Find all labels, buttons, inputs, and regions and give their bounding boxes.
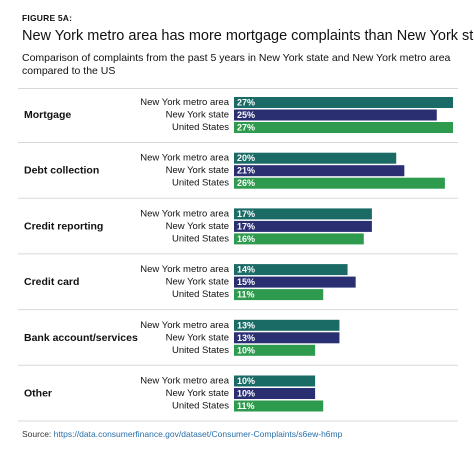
data-label: 21% [237, 166, 255, 176]
bar-other-new-york-state [234, 388, 316, 399]
bar-mortgage-new-york-metro-area [234, 97, 453, 108]
source-note: Source: https://data.consumerfinance.gov… [22, 429, 342, 439]
data-label: 10% [237, 345, 255, 355]
category-label-bank-account-services: Bank account/services [24, 332, 138, 344]
bar-credit-card-new-york-metro-area [234, 264, 348, 276]
data-label: 27% [237, 123, 255, 133]
data-label: 20% [237, 153, 255, 163]
bar-credit-reporting-new-york-state [234, 220, 372, 232]
chart-subtitle: Comparison of complaints from the past 5… [22, 52, 451, 77]
figure-label: FIGURE 5A: [22, 13, 73, 23]
data-label: 17% [237, 209, 255, 219]
bar-credit-card-united-states [234, 289, 324, 301]
series-label-new-york-state: New York state [166, 221, 229, 232]
series-label-new-york-metro-area: New York metro area [140, 97, 229, 108]
series-label-new-york-metro-area: New York metro area [140, 376, 229, 387]
bar-mortgage-united-states [234, 122, 453, 133]
category-label-debt-collection: Debt collection [24, 165, 99, 177]
bar-mortgage-new-york-state [234, 109, 437, 121]
data-label: 15% [237, 277, 255, 287]
data-label: 14% [237, 265, 255, 275]
bar-other-new-york-metro-area [234, 375, 316, 387]
bar-bank-account-services-new-york-metro-area [234, 319, 340, 331]
data-label: 27% [237, 98, 255, 108]
series-label-new-york-state: New York state [166, 277, 229, 288]
series-label-united-states: United States [172, 401, 229, 412]
data-label: 13% [237, 320, 255, 330]
data-label: 16% [237, 234, 255, 244]
bar-credit-card-new-york-state [234, 276, 356, 288]
data-label: 10% [237, 389, 255, 399]
data-label: 11% [237, 401, 255, 411]
series-label-new-york-metro-area: New York metro area [140, 208, 229, 219]
category-label-mortgage: Mortgage [24, 109, 71, 121]
series-label-united-states: United States [172, 122, 229, 133]
series-label-new-york-state: New York state [166, 110, 229, 121]
data-label: 26% [237, 178, 255, 188]
bar-debt-collection-united-states [234, 177, 445, 189]
series-label-new-york-metro-area: New York metro area [140, 264, 229, 275]
category-label-credit-card: Credit card [24, 276, 79, 288]
bar-bank-account-services-new-york-state [234, 332, 340, 344]
category-label-credit-reporting: Credit reporting [24, 220, 103, 232]
source-link[interactable]: https://data.consumerfinance.gov/dataset… [53, 429, 343, 439]
series-label-new-york-state: New York state [166, 388, 229, 399]
series-label-new-york-metro-area: New York metro area [140, 153, 229, 164]
series-label-new-york-state: New York state [166, 332, 229, 343]
bar-debt-collection-new-york-state [234, 165, 405, 177]
bar-other-united-states [234, 400, 324, 412]
data-label: 17% [237, 221, 255, 231]
series-label-new-york-state: New York state [166, 165, 229, 176]
series-label-united-states: United States [172, 178, 229, 189]
bar-credit-reporting-new-york-metro-area [234, 208, 372, 220]
series-label-united-states: United States [172, 289, 229, 300]
chart-title: New York metro area has more mortgage co… [22, 28, 474, 44]
bar-bank-account-services-united-states [234, 344, 316, 356]
data-label: 13% [237, 333, 255, 343]
series-label-new-york-metro-area: New York metro area [140, 320, 229, 331]
data-label: 25% [237, 110, 255, 120]
data-label: 10% [237, 376, 255, 386]
series-label-united-states: United States [172, 233, 229, 244]
category-label-other: Other [24, 388, 52, 400]
bar-credit-reporting-united-states [234, 233, 364, 245]
source-label: Source: [22, 429, 52, 439]
data-label: 11% [237, 290, 255, 300]
bar-debt-collection-new-york-metro-area [234, 152, 397, 164]
series-label-united-states: United States [172, 345, 229, 356]
